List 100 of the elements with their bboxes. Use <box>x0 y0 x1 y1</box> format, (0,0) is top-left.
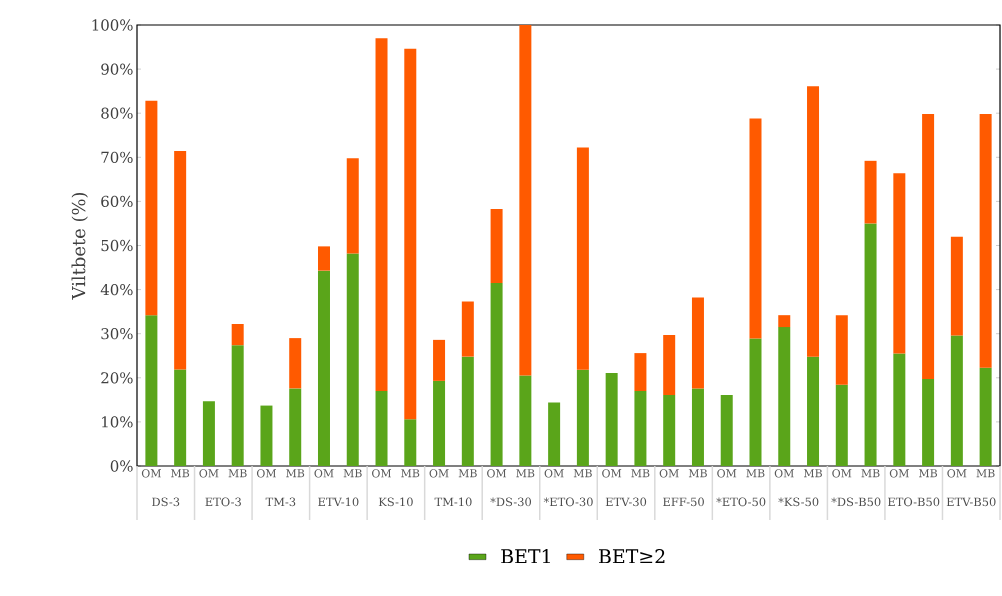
bar <box>346 253 359 466</box>
x-tick-label: OM <box>889 469 909 478</box>
bar <box>202 401 215 466</box>
x-tick-label: OM <box>314 469 334 478</box>
legend-label: BET1 <box>501 549 550 564</box>
bar <box>519 25 532 376</box>
x-tick-label: MB <box>171 469 190 478</box>
x-tick-label: OM <box>256 469 276 478</box>
bar <box>749 118 762 339</box>
x-tick-label: MB <box>919 469 938 478</box>
text: DS-3 <box>152 497 180 507</box>
bar <box>634 353 647 392</box>
y-axis-title: Viltbete (%) <box>71 192 88 300</box>
x-tick-label: OM <box>141 469 161 478</box>
x-tick-label: MB <box>343 469 362 478</box>
x-tick-label: MB <box>228 469 247 478</box>
bar <box>231 324 244 346</box>
text: *ETO-50 <box>716 497 766 507</box>
text: *ETO-30 <box>543 497 593 507</box>
y-tick-label: 70% <box>101 151 133 163</box>
x-tick-label: OM <box>372 469 392 478</box>
bar <box>893 173 906 354</box>
bar <box>634 391 647 466</box>
x-tick-label: MB <box>746 469 765 478</box>
bar <box>260 405 273 466</box>
bar <box>490 208 503 283</box>
bar <box>663 335 676 395</box>
x-tick-label: OM <box>544 469 564 478</box>
bar <box>433 380 446 466</box>
bar <box>317 270 330 466</box>
x-tick-label: MB <box>401 469 420 478</box>
bar <box>807 86 820 357</box>
bar <box>691 388 704 466</box>
bar <box>490 282 503 466</box>
bar <box>864 223 877 466</box>
bar <box>461 301 474 357</box>
x-tick-label: OM <box>774 469 794 478</box>
text: ETV-10 <box>318 497 359 507</box>
x-tick-label: OM <box>659 469 679 478</box>
text: *KS-50 <box>778 497 819 507</box>
x-tick-label: OM <box>429 469 449 478</box>
bar <box>749 338 762 466</box>
x-tick-label: MB <box>516 469 535 478</box>
y-tick-label: 20% <box>101 372 133 384</box>
x-tick-label: MB <box>688 469 707 478</box>
x-tick-label: MB <box>631 469 650 478</box>
bar <box>519 375 532 466</box>
y-tick-label: 40% <box>100 283 133 296</box>
x-tick-label: MB <box>803 469 822 478</box>
text: ETV-30 <box>605 497 647 507</box>
text: TM-10 <box>434 497 472 507</box>
x-tick-label: MB <box>573 469 592 478</box>
bar <box>404 419 417 466</box>
bar <box>979 367 992 466</box>
y-tick-label: 50% <box>101 239 133 252</box>
bar <box>317 246 330 271</box>
text: ETV-B50 <box>946 497 996 507</box>
bar <box>375 38 388 392</box>
y-tick-label: 10% <box>102 416 133 428</box>
x-tick-label: OM <box>199 469 219 478</box>
bar <box>979 114 992 368</box>
y-tick-label: 30% <box>101 328 133 340</box>
bar <box>289 388 302 466</box>
bar <box>835 315 848 385</box>
x-tick-label: OM <box>487 469 507 478</box>
bar <box>691 297 704 389</box>
bar <box>922 114 935 380</box>
x-tick-label: MB <box>286 469 305 478</box>
bar <box>231 345 244 466</box>
text: *DS-30 <box>490 497 532 507</box>
bar <box>576 369 589 466</box>
y-tick-label: 80% <box>101 107 133 119</box>
x-tick-label: OM <box>717 469 737 478</box>
y-tick-label: 90% <box>101 63 133 75</box>
x-tick-label: MB <box>976 469 995 478</box>
x-tick-label: OM <box>602 469 622 478</box>
text: TM-3 <box>265 497 296 507</box>
x-tick-label: OM <box>947 469 967 478</box>
text: EFF-50 <box>663 497 704 507</box>
bar <box>835 384 848 466</box>
bar <box>922 379 935 466</box>
bar <box>548 402 561 466</box>
bar <box>346 158 359 254</box>
bar <box>174 151 187 370</box>
bar <box>404 48 417 420</box>
bar <box>605 372 618 466</box>
bar <box>950 335 963 466</box>
bar <box>807 356 820 466</box>
bar <box>174 369 187 466</box>
bar <box>778 315 791 328</box>
text: ETO-B50 <box>887 497 940 507</box>
y-tick-label: 60% <box>101 195 133 208</box>
bar <box>720 395 733 466</box>
text: *DS-B50 <box>831 497 881 507</box>
text: KS-10 <box>378 497 413 507</box>
bar <box>864 160 877 224</box>
bar <box>289 338 302 389</box>
bar <box>433 339 446 381</box>
x-tick-label: MB <box>861 469 880 478</box>
bar <box>576 147 589 370</box>
